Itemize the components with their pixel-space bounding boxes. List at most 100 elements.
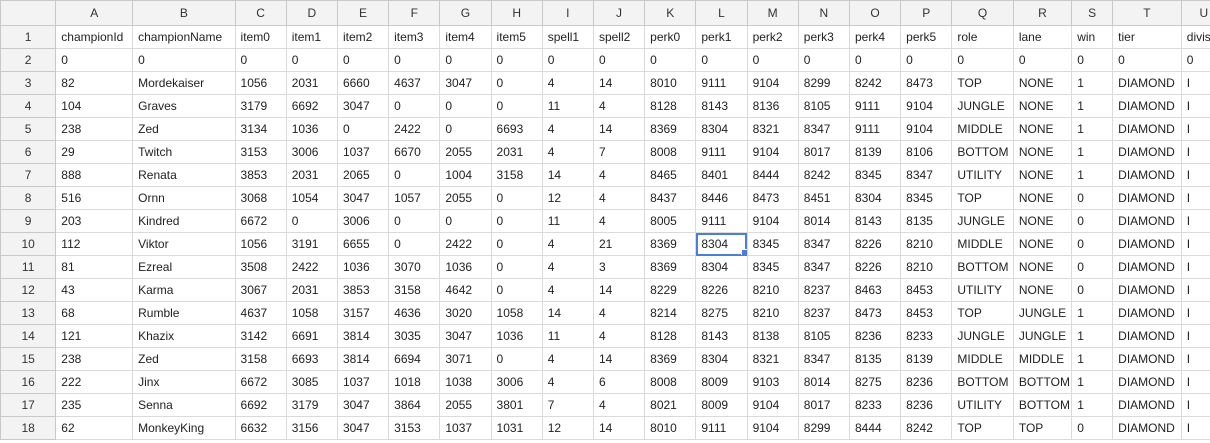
- cell-C5[interactable]: 3134: [234, 117, 287, 141]
- cell-J11[interactable]: 3: [592, 255, 646, 279]
- cell-A6[interactable]: 29: [55, 140, 134, 164]
- cell-S12[interactable]: 0: [1071, 278, 1114, 302]
- cell-O1[interactable]: perk4: [848, 25, 902, 49]
- cell-B10[interactable]: Viktor: [132, 232, 236, 256]
- cell-J16[interactable]: 6: [592, 370, 646, 394]
- row-header[interactable]: 18: [0, 416, 57, 440]
- cell-R2[interactable]: 0: [1012, 48, 1073, 72]
- row-header[interactable]: 1: [0, 25, 57, 49]
- cell-J5[interactable]: 14: [592, 117, 646, 141]
- cell-U18[interactable]: I: [1180, 416, 1210, 440]
- cell-M2[interactable]: 0: [746, 48, 799, 72]
- cell-K16[interactable]: 8008: [644, 370, 697, 394]
- cell-I18[interactable]: 12: [541, 416, 594, 440]
- cell-R11[interactable]: NONE: [1012, 255, 1073, 279]
- cell-G4[interactable]: 0: [439, 94, 492, 118]
- cell-D9[interactable]: 0: [285, 209, 338, 233]
- cell-L16[interactable]: 8009: [695, 370, 748, 394]
- cell-P3[interactable]: 8473: [900, 71, 953, 95]
- cell-S14[interactable]: 1: [1071, 324, 1114, 348]
- column-header-M[interactable]: M: [746, 0, 799, 26]
- cell-H10[interactable]: 0: [490, 232, 543, 256]
- cell-O11[interactable]: 8226: [848, 255, 902, 279]
- cell-F17[interactable]: 3864: [388, 393, 441, 417]
- cell-Q1[interactable]: role: [951, 25, 1014, 49]
- cell-B12[interactable]: Karma: [132, 278, 236, 302]
- cell-S15[interactable]: 1: [1071, 347, 1114, 371]
- cell-D17[interactable]: 3179: [285, 393, 338, 417]
- cell-O9[interactable]: 8143: [848, 209, 902, 233]
- cell-U3[interactable]: I: [1180, 71, 1210, 95]
- cell-F10[interactable]: 0: [388, 232, 441, 256]
- cell-D2[interactable]: 0: [285, 48, 338, 72]
- cell-S17[interactable]: 1: [1071, 393, 1114, 417]
- cell-J14[interactable]: 4: [592, 324, 646, 348]
- cell-D1[interactable]: item1: [285, 25, 338, 49]
- cell-B4[interactable]: Graves: [132, 94, 236, 118]
- row-header[interactable]: 2: [0, 48, 57, 72]
- cell-N8[interactable]: 8451: [797, 186, 850, 210]
- cell-C8[interactable]: 3068: [234, 186, 287, 210]
- cell-L11[interactable]: 8304: [695, 255, 748, 279]
- cell-F2[interactable]: 0: [388, 48, 441, 72]
- cell-K15[interactable]: 8369: [644, 347, 697, 371]
- cell-E7[interactable]: 2065: [336, 163, 390, 187]
- row-header[interactable]: 17: [0, 393, 57, 417]
- cell-N4[interactable]: 8105: [797, 94, 850, 118]
- cell-T15[interactable]: DIAMOND: [1112, 347, 1182, 371]
- column-header-D[interactable]: D: [285, 0, 338, 26]
- row-header[interactable]: 5: [0, 117, 57, 141]
- cell-C15[interactable]: 3158: [234, 347, 287, 371]
- cell-Q4[interactable]: JUNGLE: [951, 94, 1014, 118]
- cell-S16[interactable]: 1: [1071, 370, 1114, 394]
- cell-S9[interactable]: 0: [1071, 209, 1114, 233]
- cell-E1[interactable]: item2: [336, 25, 390, 49]
- cell-A14[interactable]: 121: [55, 324, 134, 348]
- cell-P15[interactable]: 8139: [900, 347, 953, 371]
- cell-N14[interactable]: 8105: [797, 324, 850, 348]
- cell-O18[interactable]: 8444: [848, 416, 902, 440]
- cell-O13[interactable]: 8473: [848, 301, 902, 325]
- cell-I3[interactable]: 4: [541, 71, 594, 95]
- cell-I2[interactable]: 0: [541, 48, 594, 72]
- cell-P1[interactable]: perk5: [900, 25, 953, 49]
- cell-D12[interactable]: 2031: [285, 278, 338, 302]
- cell-P2[interactable]: 0: [900, 48, 953, 72]
- cell-K11[interactable]: 8369: [644, 255, 697, 279]
- cell-R15[interactable]: MIDDLE: [1012, 347, 1073, 371]
- cell-C9[interactable]: 6672: [234, 209, 287, 233]
- cell-U2[interactable]: 0: [1180, 48, 1210, 72]
- cell-B18[interactable]: MonkeyKing: [132, 416, 236, 440]
- cell-P5[interactable]: 9104: [900, 117, 953, 141]
- cell-N9[interactable]: 8014: [797, 209, 850, 233]
- cell-I16[interactable]: 4: [541, 370, 594, 394]
- cell-G16[interactable]: 1038: [439, 370, 492, 394]
- cell-S11[interactable]: 0: [1071, 255, 1114, 279]
- cell-L9[interactable]: 9111: [695, 209, 748, 233]
- cell-H13[interactable]: 1058: [490, 301, 543, 325]
- cell-T10[interactable]: DIAMOND: [1112, 232, 1182, 256]
- cell-B5[interactable]: Zed: [132, 117, 236, 141]
- cell-U15[interactable]: I: [1180, 347, 1210, 371]
- cell-I4[interactable]: 11: [541, 94, 594, 118]
- cell-I17[interactable]: 7: [541, 393, 594, 417]
- cell-D13[interactable]: 1058: [285, 301, 338, 325]
- cell-O4[interactable]: 9111: [848, 94, 902, 118]
- row-header[interactable]: 11: [0, 255, 57, 279]
- cell-I11[interactable]: 4: [541, 255, 594, 279]
- cell-E18[interactable]: 3047: [336, 416, 390, 440]
- cell-U4[interactable]: I: [1180, 94, 1210, 118]
- cell-P7[interactable]: 8347: [900, 163, 953, 187]
- cell-O17[interactable]: 8233: [848, 393, 902, 417]
- cell-H1[interactable]: item5: [490, 25, 543, 49]
- cell-O14[interactable]: 8236: [848, 324, 902, 348]
- cell-K14[interactable]: 8128: [644, 324, 697, 348]
- cell-G12[interactable]: 4642: [439, 278, 492, 302]
- cell-P4[interactable]: 9104: [900, 94, 953, 118]
- cell-T6[interactable]: DIAMOND: [1112, 140, 1182, 164]
- cell-F3[interactable]: 4637: [388, 71, 441, 95]
- cell-L14[interactable]: 8143: [695, 324, 748, 348]
- cell-N7[interactable]: 8242: [797, 163, 850, 187]
- cell-G9[interactable]: 0: [439, 209, 492, 233]
- cell-H17[interactable]: 3801: [490, 393, 543, 417]
